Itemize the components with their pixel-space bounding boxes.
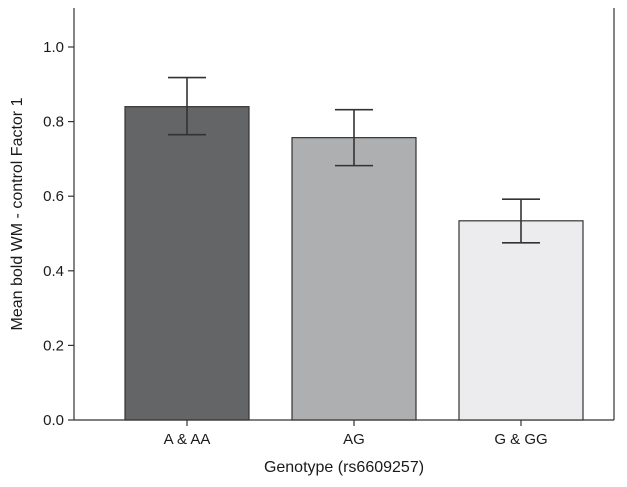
bar-1 [291,137,417,421]
bar-2 [458,220,584,421]
y-axis-label: Mean bold WM - control Factor 1 [9,97,26,330]
bar-0 [124,106,250,421]
x-tick-label: G & GG [494,431,547,448]
y-tick-label: 1.0 [43,39,64,56]
x-tick-label: A & AA [164,431,211,448]
y-tick-label: 0.4 [43,263,64,280]
x-axis-label: Genotype (rs6609257) [264,459,424,476]
x-axis: A & AA AG G & GG [164,420,548,448]
x-tick-label: AG [343,431,365,448]
y-axis: 0.0 0.2 0.4 0.6 0.8 1.0 [43,39,74,429]
y-tick-label: 0.8 [43,114,64,131]
bars [124,106,584,421]
error-bars [168,76,540,244]
y-tick-label: 0.6 [43,188,64,205]
y-tick-label: 0.0 [43,412,64,429]
y-tick-label: 0.2 [43,337,64,354]
